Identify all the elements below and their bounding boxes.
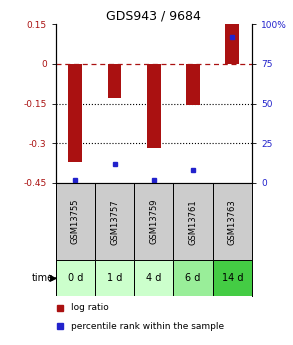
Bar [69,64,82,162]
Bar [134,183,173,260]
Bar [108,64,121,98]
Bar [56,260,95,296]
Text: 4 d: 4 d [146,273,161,283]
Bar [56,183,95,260]
Text: log ratio: log ratio [71,303,109,312]
Title: GDS943 / 9684: GDS943 / 9684 [106,10,201,23]
Text: 0 d: 0 d [68,273,83,283]
Bar [147,64,161,148]
Bar [186,64,200,105]
Text: GSM13757: GSM13757 [110,199,119,245]
Text: percentile rank within the sample: percentile rank within the sample [71,322,224,331]
Text: 1 d: 1 d [107,273,122,283]
Text: ▶: ▶ [50,274,57,283]
Bar [173,260,213,296]
Text: time: time [32,273,54,283]
Text: GSM13755: GSM13755 [71,199,80,245]
Text: GSM13761: GSM13761 [189,199,197,245]
Text: 14 d: 14 d [222,273,243,283]
Bar [226,24,239,64]
Text: GSM13759: GSM13759 [149,199,158,245]
Bar [173,183,213,260]
Bar [95,183,134,260]
Text: 6 d: 6 d [185,273,201,283]
Bar [213,260,252,296]
Bar [213,183,252,260]
Text: GSM13763: GSM13763 [228,199,237,245]
Bar [95,260,134,296]
Bar [134,260,173,296]
